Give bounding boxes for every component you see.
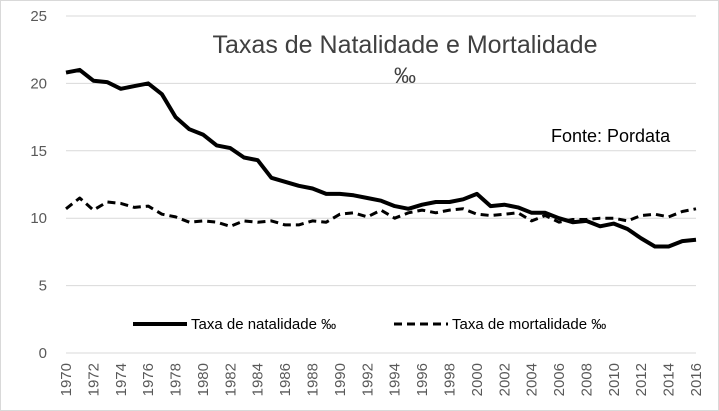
x-tick-label: 1972 <box>85 363 102 396</box>
chart-subtitle: ‰ <box>394 63 416 88</box>
y-tick-label: 10 <box>30 210 47 227</box>
y-axis-ticks: 0 5 10 15 20 25 <box>30 8 47 362</box>
x-tick-label: 2002 <box>496 363 513 396</box>
x-tick-label: 2006 <box>551 363 568 396</box>
series-lines <box>65 67 697 249</box>
series-line-natalidade <box>65 67 697 249</box>
x-tick-label: 1990 <box>332 363 349 396</box>
x-axis-ticks: 1970 1972 1974 1976 1978 1980 1982 1984 1986 1988… <box>58 363 705 396</box>
y-tick-label: 0 <box>39 345 47 362</box>
chart-title: Taxas de Natalidade e Mortalidade <box>213 31 598 59</box>
source-annotation: Fonte: Pordata <box>551 126 671 146</box>
gridlines <box>66 15 696 354</box>
x-tick-label: 2016 <box>688 363 705 396</box>
x-tick-label: 1976 <box>140 363 157 396</box>
legend-label-mortalidade: Taxa de mortalidade ‰ <box>452 316 606 333</box>
x-tick-label: 1982 <box>222 363 239 396</box>
legend: Taxa de natalidade ‰ Taxa de mortalidade… <box>133 316 606 333</box>
x-tick-label: 1996 <box>414 363 431 396</box>
y-tick-label: 5 <box>39 278 47 295</box>
legend-label-natalidade: Taxa de natalidade ‰ <box>191 316 336 333</box>
x-tick-label: 2000 <box>469 363 486 396</box>
x-tick-label: 2004 <box>524 363 541 396</box>
x-tick-label: 1988 <box>305 363 322 396</box>
y-tick-label: 15 <box>30 143 47 160</box>
x-tick-label: 1974 <box>113 363 130 396</box>
y-tick-label: 20 <box>30 75 47 92</box>
x-tick-label: 1994 <box>387 363 404 396</box>
x-tick-label: 1998 <box>441 363 458 396</box>
x-tick-label: 1978 <box>168 363 185 396</box>
x-tick-label: 1980 <box>195 363 212 396</box>
series-line-mortalidade <box>65 196 697 228</box>
x-tick-label: 2014 <box>661 363 678 396</box>
x-tick-label: 1992 <box>359 363 376 396</box>
x-tick-label: 2008 <box>578 363 595 396</box>
x-tick-label: 2010 <box>606 363 623 396</box>
x-tick-label: 2012 <box>633 363 650 396</box>
x-tick-label: 1984 <box>250 363 267 396</box>
y-tick-label: 25 <box>30 8 47 25</box>
x-tick-label: 1970 <box>58 363 75 396</box>
x-tick-label: 1986 <box>277 363 294 396</box>
